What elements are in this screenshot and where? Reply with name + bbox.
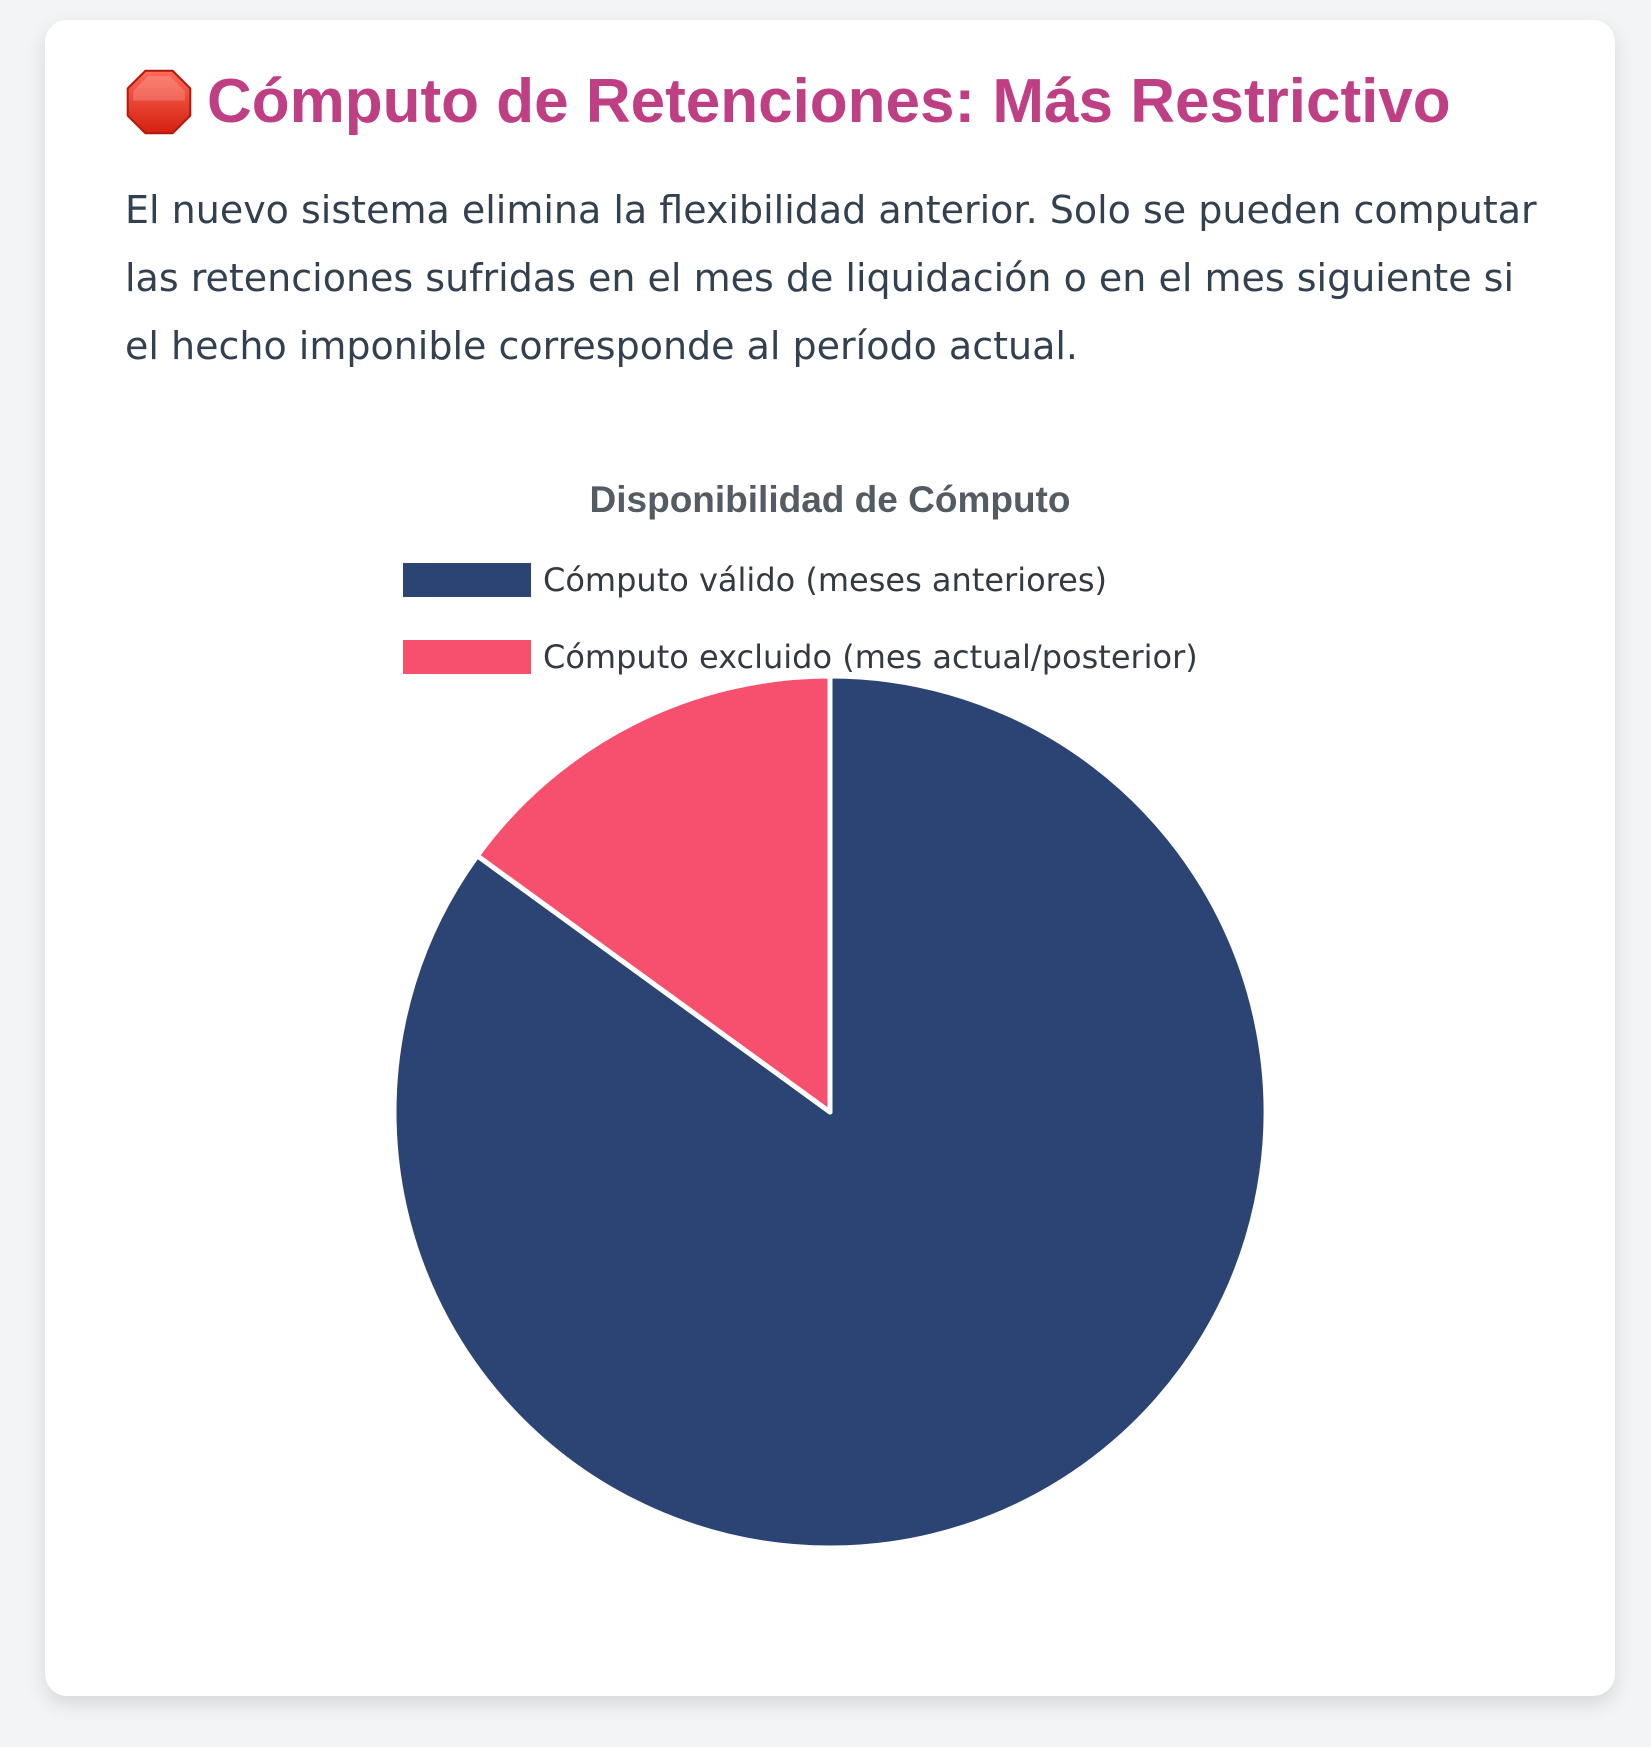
chart-legend: Cómputo válido (meses anteriores) Cómputo… — [403, 561, 1198, 676]
pie-slices — [391, 673, 1269, 1551]
pie-chart: Disponibilidad de Cómputo Cómputo válido… — [391, 479, 1269, 1551]
legend-swatch-2[interactable] — [403, 640, 531, 674]
description-text: El nuevo sistema elimina la flexibilidad… — [125, 188, 1537, 368]
header: Cómputo de Retenciones: Más Restrictivo — [125, 68, 1451, 136]
page-title: Cómputo de Retenciones: Más Restrictivo — [207, 67, 1451, 136]
legend-label-2[interactable]: Cómputo excluido (mes actual/posterior) — [543, 638, 1198, 676]
legend-swatch-1[interactable] — [403, 563, 531, 597]
info-card: Cómputo de Retenciones: Más Restrictivo … — [45, 20, 1615, 1696]
stop-sign-icon — [126, 69, 192, 135]
pie-chart-container: Disponibilidad de Cómputo Cómputo válido… — [45, 460, 1615, 1670]
pie-slice-2[interactable] — [474, 673, 833, 1115]
legend-label-1[interactable]: Cómputo válido (meses anteriores) — [543, 561, 1107, 599]
chart-title: Disponibilidad de Cómputo — [590, 479, 1071, 520]
